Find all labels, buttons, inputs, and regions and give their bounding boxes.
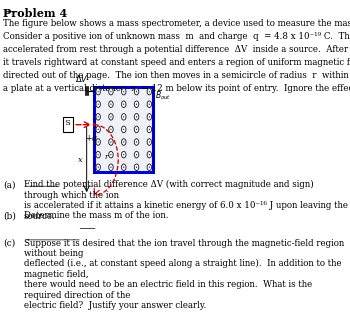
Circle shape <box>109 89 113 95</box>
Circle shape <box>98 103 99 105</box>
Circle shape <box>110 103 112 105</box>
Circle shape <box>123 154 124 155</box>
Text: accelerated from rest through a potential difference  ΔV  inside a source.  Afte: accelerated from rest through a potentia… <box>3 45 350 54</box>
Circle shape <box>96 164 100 170</box>
Circle shape <box>123 129 124 130</box>
Circle shape <box>110 91 112 92</box>
Text: a plate at a vertical distance  x  = 12 m below its point of entry.  Ignore the : a plate at a vertical distance x = 12 m … <box>3 84 350 93</box>
Circle shape <box>134 164 139 170</box>
Circle shape <box>134 152 139 158</box>
Circle shape <box>147 101 152 107</box>
Circle shape <box>121 89 126 95</box>
Circle shape <box>110 129 112 130</box>
Circle shape <box>134 114 139 120</box>
Circle shape <box>121 101 126 107</box>
Circle shape <box>147 152 152 158</box>
Circle shape <box>93 123 96 127</box>
Circle shape <box>149 116 150 117</box>
Circle shape <box>136 103 137 105</box>
Bar <box>94 87 153 172</box>
Circle shape <box>98 154 99 155</box>
Circle shape <box>149 129 150 130</box>
Circle shape <box>96 126 100 133</box>
Circle shape <box>136 116 137 117</box>
Circle shape <box>96 152 100 158</box>
Circle shape <box>123 103 124 105</box>
Text: Consider a positive ion of unknown mass  m  and charge  q  = 4.8 x 10⁻¹⁹ C.  The: Consider a positive ion of unknown mass … <box>3 32 350 41</box>
Circle shape <box>98 116 99 117</box>
Circle shape <box>110 166 112 168</box>
Circle shape <box>98 129 99 130</box>
Text: r: r <box>104 153 108 161</box>
Circle shape <box>96 139 100 145</box>
Circle shape <box>149 166 150 168</box>
Text: (c): (c) <box>3 238 15 248</box>
Circle shape <box>123 166 124 168</box>
Text: Problem 4: Problem 4 <box>3 8 68 19</box>
Circle shape <box>136 154 137 155</box>
Circle shape <box>98 141 99 143</box>
Circle shape <box>109 101 113 107</box>
Circle shape <box>149 103 150 105</box>
Circle shape <box>134 126 139 133</box>
Text: x: x <box>78 156 83 164</box>
Text: Find the potential difference ΔV (with correct magnitude and sign) through which: Find the potential difference ΔV (with c… <box>24 180 348 220</box>
Circle shape <box>136 141 137 143</box>
Circle shape <box>134 139 139 145</box>
Circle shape <box>134 101 139 107</box>
Text: Determine the mass m of the ion.: Determine the mass m of the ion. <box>24 211 168 220</box>
Circle shape <box>98 166 99 168</box>
Text: S: S <box>65 119 70 127</box>
Circle shape <box>121 114 126 120</box>
Circle shape <box>136 166 137 168</box>
Circle shape <box>109 152 113 158</box>
Circle shape <box>121 152 126 158</box>
Text: it travels rightward at constant speed and enters a region of uniform magnetic f: it travels rightward at constant speed a… <box>3 58 350 67</box>
Circle shape <box>121 126 126 133</box>
Circle shape <box>147 139 152 145</box>
Circle shape <box>149 154 150 155</box>
Bar <box>63 117 73 132</box>
Circle shape <box>98 91 99 92</box>
Circle shape <box>96 101 100 107</box>
Circle shape <box>147 89 152 95</box>
Circle shape <box>96 114 100 120</box>
Circle shape <box>110 154 112 155</box>
Circle shape <box>134 89 139 95</box>
Circle shape <box>121 139 126 145</box>
Text: directed out of the page.  The ion then moves in a semicircle of radius  r  with: directed out of the page. The ion then m… <box>3 71 350 80</box>
Text: $\Delta V$: $\Delta V$ <box>75 73 89 84</box>
Text: (b): (b) <box>3 211 16 220</box>
Circle shape <box>109 139 113 145</box>
Circle shape <box>109 126 113 133</box>
Text: $+q$: $+q$ <box>85 133 98 145</box>
Text: (a): (a) <box>3 180 16 189</box>
Circle shape <box>123 116 124 117</box>
Circle shape <box>147 126 152 133</box>
Circle shape <box>96 89 100 95</box>
Text: The figure below shows a mass spectrometer, a device used to measure the masses : The figure below shows a mass spectromet… <box>3 19 350 28</box>
Circle shape <box>109 114 113 120</box>
Text: $B_{out}$: $B_{out}$ <box>155 89 172 102</box>
Circle shape <box>110 116 112 117</box>
Circle shape <box>136 129 137 130</box>
Circle shape <box>136 91 137 92</box>
Circle shape <box>149 91 150 92</box>
Text: Suppose it is desired that the ion travel through the magnetic-field region with: Suppose it is desired that the ion trave… <box>24 238 344 310</box>
Circle shape <box>123 141 124 143</box>
Circle shape <box>123 91 124 92</box>
Circle shape <box>147 114 152 120</box>
Circle shape <box>147 164 152 170</box>
Circle shape <box>121 164 126 170</box>
Circle shape <box>109 164 113 170</box>
Circle shape <box>149 141 150 143</box>
Circle shape <box>110 141 112 143</box>
